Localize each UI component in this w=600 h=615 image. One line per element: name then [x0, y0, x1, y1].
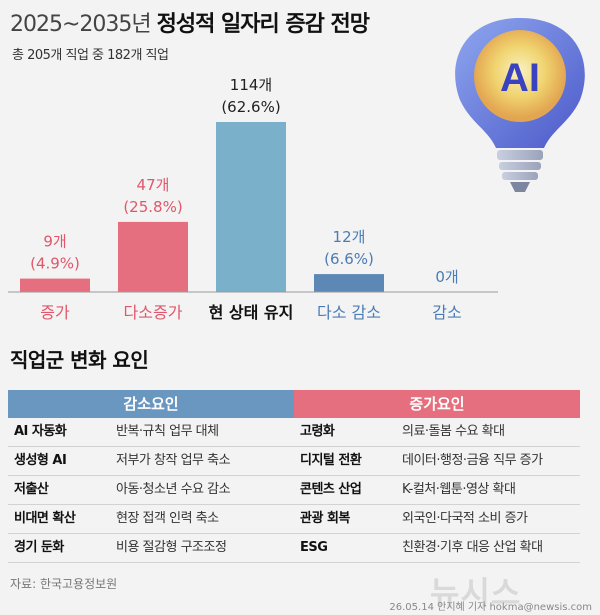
bar: [314, 274, 384, 292]
factor-desc: 외국인·다국적 소비 증가: [402, 511, 528, 526]
category-label: 다소 감소: [317, 303, 381, 322]
factor-desc: 저부가 창작 업무 축소: [116, 453, 231, 468]
source-note: 자료: 한국고용정보원: [10, 577, 118, 591]
chart-title: 2025~2035년 정성적 일자리 증감 전망: [10, 6, 370, 38]
count-label: 12개: [333, 228, 366, 246]
title-main: 정성적 일자리 증감 전망: [156, 12, 370, 37]
factor-desc: 현장 접객 인력 축소: [116, 511, 219, 526]
factor-name: 관광 회복: [300, 511, 350, 526]
factor-name: ESG: [300, 540, 328, 555]
decrease-factors-table: 감소요인 AI 자동화 반복·규칙 업무 대체 생성형 AI 저부가 창작 업무…: [8, 390, 294, 563]
factor-desc: 데이터·행정·금융 직무 증가: [402, 453, 543, 468]
credit-line: 26.05.14 안지혜 기자 hokma@newsis.com: [389, 602, 592, 613]
factor-desc: 아동·청소년 수요 감소: [116, 482, 231, 497]
count-label: 0개: [435, 268, 458, 286]
count-label: 114개: [230, 76, 272, 94]
increase-factor-row: 디지털 전환 데이터·행정·금융 직무 증가: [294, 447, 580, 476]
count-label: 9개: [43, 233, 66, 251]
decrease-factor-row: 생성형 AI 저부가 창작 업무 축소: [8, 447, 294, 476]
increase-factor-row: 고령화 의료·돌봄 수요 확대: [294, 418, 580, 447]
decrease-factor-row: 저출산 아동·청소년 수요 감소: [8, 476, 294, 505]
percent-label: (4.9%): [30, 255, 80, 273]
chart-subtitle: 총 205개 직업 중 182개 직업: [12, 48, 169, 63]
percent-label: (62.6%): [221, 98, 280, 116]
increase-factor-row: 관광 회복 외국인·다국적 소비 증가: [294, 505, 580, 534]
section-title: 직업군 변화 요인: [10, 348, 149, 372]
increase-factors-header: 증가요인: [294, 390, 580, 418]
factor-name: 경기 둔화: [14, 540, 64, 555]
factor-name: 생성형 AI: [14, 453, 67, 468]
increase-factor-row: 콘텐츠 산업 K-컬처·웹툰·영상 확대: [294, 476, 580, 505]
factor-name: 비대면 확산: [14, 511, 76, 526]
increase-factor-row: ESG 친환경·기후 대응 산업 확대: [294, 534, 580, 563]
factor-desc: 반복·규칙 업무 대체: [116, 424, 219, 439]
factor-desc: 친환경·기후 대응 산업 확대: [402, 540, 543, 555]
factor-name: 고령화: [300, 424, 335, 439]
decrease-factor-row: 비대면 확산 현장 접객 인력 축소: [8, 505, 294, 534]
ai-label: AI: [500, 56, 540, 100]
category-label: 증가: [40, 303, 70, 322]
bar: [216, 122, 286, 292]
factor-name: AI 자동화: [14, 424, 67, 439]
decrease-factor-row: AI 자동화 반복·규칙 업무 대체: [8, 418, 294, 447]
bar-chart: AI 9개 (4.9%) 증가 47개 (25.8%) 다소증가 114개 (62.6%) 현 …: [8, 18, 585, 322]
category-label: 현 상태 유지: [209, 303, 294, 322]
newsis-watermark: 뉴시스: [430, 574, 522, 612]
percent-label: (6.6%): [324, 250, 374, 268]
factor-desc: K-컬처·웹툰·영상 확대: [402, 482, 516, 497]
factor-name: 디지털 전환: [300, 453, 362, 468]
factor-name: 콘텐츠 산업: [300, 482, 362, 497]
bar: [118, 221, 188, 292]
factor-desc: 비용 절감형 구조조정: [116, 540, 227, 555]
increase-factors-table: 증가요인 고령화 의료·돌봄 수요 확대 디지털 전환 데이터·행정·금융 직무…: [294, 390, 580, 563]
factor-desc: 의료·돌봄 수요 확대: [402, 424, 505, 439]
lightbulb-icon: AI: [455, 18, 585, 192]
decrease-factor-row: 경기 둔화 비용 절감형 구조조정: [8, 534, 294, 563]
percent-label: (25.8%): [123, 198, 182, 216]
factor-name: 저출산: [14, 482, 49, 497]
category-label: 다소증가: [124, 303, 183, 322]
title-years: 2025~2035년: [10, 12, 152, 37]
chart-bars: 9개 (4.9%) 증가 47개 (25.8%) 다소증가 114개 (62.6%) 현 상태 …: [20, 76, 462, 322]
bar: [20, 278, 90, 292]
decrease-factors-header: 감소요인: [8, 390, 294, 418]
category-label: 감소: [432, 303, 461, 322]
count-label: 47개: [137, 176, 170, 194]
